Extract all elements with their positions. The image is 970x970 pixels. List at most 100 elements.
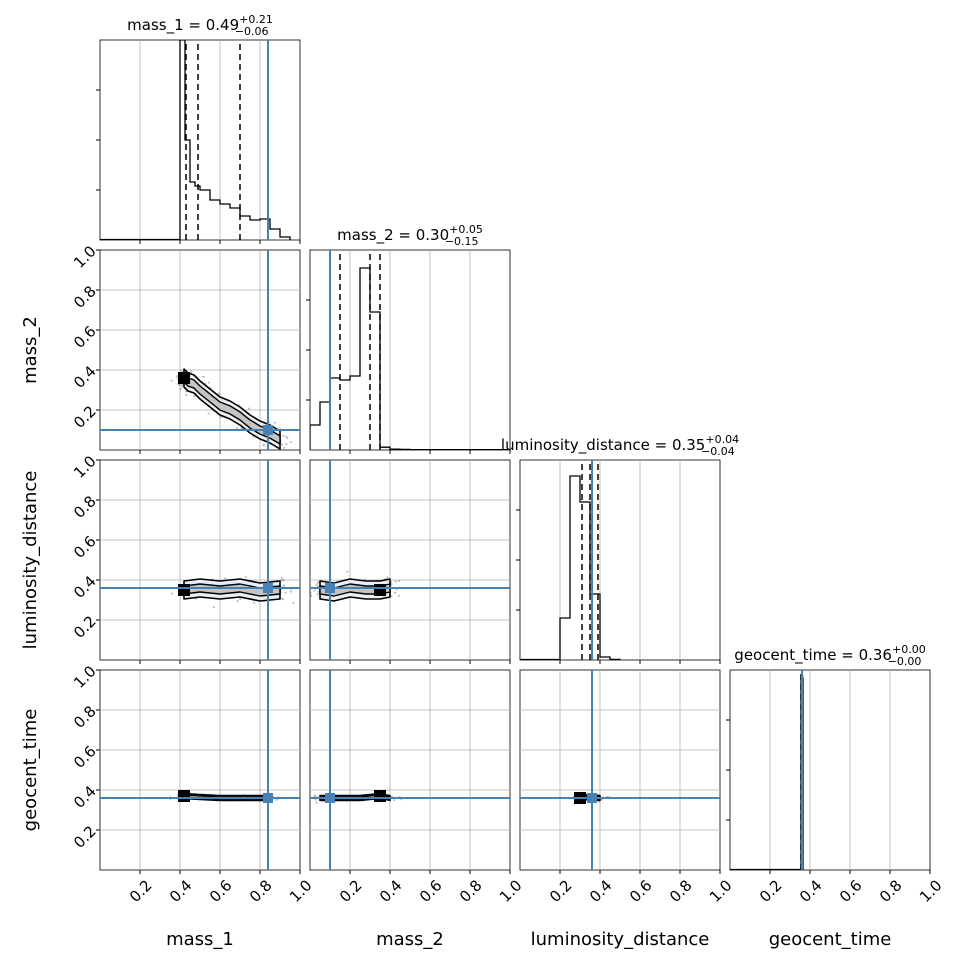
title-plus-error: +0.05 [449, 223, 483, 236]
x-tick-label: 0.6 [416, 876, 446, 906]
sample-point [280, 443, 284, 446]
title-plus-error: +0.04 [705, 433, 739, 446]
y-tick-label: 0.6 [70, 742, 100, 772]
sample-point [313, 589, 316, 592]
sample-point [390, 581, 393, 584]
sample-point [282, 579, 285, 582]
histogram-mass_1 [179, 40, 291, 240]
y-tick-label: 0.8 [70, 492, 100, 522]
sample-point [217, 392, 221, 395]
sample-point [397, 579, 401, 583]
sample-point [244, 575, 247, 579]
sample-point [290, 590, 293, 593]
panel-luminosity_distance-vs-mass_1: 0.2 0.4 0.6 0.8 1.0 [70, 452, 301, 664]
sample-point [280, 579, 283, 582]
x-tick-label: 1.0 [496, 876, 526, 906]
panel-frame [99, 39, 301, 241]
x-tick-label: 0.4 [796, 876, 826, 906]
panel-mass_2-vs-mass_1: 0.2 0.4 0.6 0.8 1.0 [70, 242, 301, 454]
density-contour-inner [183, 373, 281, 445]
sample-point [179, 387, 182, 390]
density-peak [374, 584, 386, 596]
y-tick-label: 1.0 [70, 662, 100, 692]
y-tick-label: 0.6 [70, 532, 100, 562]
sample-point [239, 597, 242, 601]
y-tick-label: 0.6 [70, 322, 100, 352]
sample-point [284, 591, 287, 594]
panel-frame [99, 459, 301, 661]
sample-point [275, 798, 278, 801]
sample-point [273, 421, 276, 424]
sample-point [253, 601, 256, 604]
title-label: mass_1 = 0.49 [127, 16, 239, 35]
truth-marker [325, 793, 335, 803]
title-luminosity_distance: luminosity_distance = 0.35+0.04 −0.04 [501, 433, 739, 458]
panel-frame [309, 249, 511, 451]
xlabel-luminosity_distance: luminosity_distance [531, 929, 710, 950]
sample-point [185, 394, 188, 397]
sample-point [262, 444, 265, 447]
panel-frame [519, 459, 721, 661]
title-plus-error: +0.00 [892, 643, 926, 656]
title-label: luminosity_distance = 0.35 [501, 436, 705, 455]
ylabel-geocent_time: geocent_time [20, 709, 41, 832]
title-minus-error: −0.04 [701, 445, 735, 458]
x-tick-label: 0.4 [586, 876, 616, 906]
title-geocent_time: geocent_time = 0.36+0.00 −0.00 [734, 643, 925, 668]
density-peak [178, 584, 190, 596]
y-tick-label: 0.8 [70, 702, 100, 732]
sample-point [316, 581, 319, 584]
sample-point [282, 585, 285, 588]
title-minus-error: −0.00 [888, 655, 922, 668]
panel-luminosity_distance-vs-mass_2 [309, 459, 511, 664]
sample-point [207, 412, 210, 415]
sample-point [292, 601, 295, 604]
sample-point [184, 390, 188, 393]
x-tick-label: 0.2 [756, 876, 786, 906]
sample-point [175, 375, 178, 378]
sample-point [286, 437, 289, 440]
sample-point [219, 415, 222, 419]
sample-point [280, 577, 283, 580]
panel-mass_2-vs-mass_2: mass_2 = 0.30+0.05 −0.15 [306, 223, 511, 454]
sample-point [247, 407, 251, 410]
sample-point [193, 394, 196, 398]
x-tick-label: 0.2 [546, 876, 576, 906]
xlabel-mass_1: mass_1 [166, 929, 234, 950]
title-label: geocent_time = 0.36 [734, 646, 892, 665]
panel-frame [99, 249, 301, 451]
sample-point [393, 591, 397, 594]
panel-frame [309, 669, 511, 871]
y-tick-label: 0.2 [70, 822, 100, 852]
panel-luminosity_distance-vs-luminosity_distance: luminosity_distance = 0.35+0.04 −0.04 [501, 433, 739, 664]
sample-point [262, 443, 265, 446]
sample-point [282, 598, 285, 601]
sample-point [180, 384, 183, 388]
truth-marker [587, 793, 597, 803]
sample-point [310, 594, 313, 598]
title-mass_2: mass_2 = 0.30+0.05 −0.15 [337, 223, 483, 248]
panel-frame [519, 669, 721, 871]
panel-geocent_time-vs-luminosity_distance: 0.2 0.4 0.6 0.8 1.0 [519, 669, 736, 906]
sample-point [180, 369, 183, 373]
y-tick-label: 0.4 [70, 362, 100, 392]
density-peak [178, 790, 190, 802]
x-tick-label: 0.8 [456, 876, 486, 906]
panel-frame [729, 669, 931, 871]
panel-mass_1-vs-mass_1: mass_1 = 0.49+0.21 −0.06 [96, 13, 301, 244]
sample-point [282, 434, 285, 438]
sample-point [207, 381, 211, 384]
xlabel-mass_2: mass_2 [376, 929, 444, 950]
sample-point [310, 591, 312, 595]
x-tick-label: 0.8 [246, 876, 276, 906]
panel-geocent_time-vs-mass_2: 0.2 0.4 0.6 0.8 1.0 [309, 669, 526, 906]
density-peak [178, 372, 190, 384]
y-tick-label: 0.4 [70, 782, 100, 812]
x-tick-label: 0.2 [126, 876, 156, 906]
sample-point [285, 442, 288, 446]
panel-geocent_time-vs-geocent_time: geocent_time = 0.36+0.00 −0.00 0.2 0.4 0.6 0.… [726, 643, 946, 906]
ylabel-mass_2: mass_2 [20, 316, 41, 384]
sample-point [285, 435, 288, 438]
y-tick-label: 1.0 [70, 452, 100, 482]
panel-frame [99, 669, 301, 871]
